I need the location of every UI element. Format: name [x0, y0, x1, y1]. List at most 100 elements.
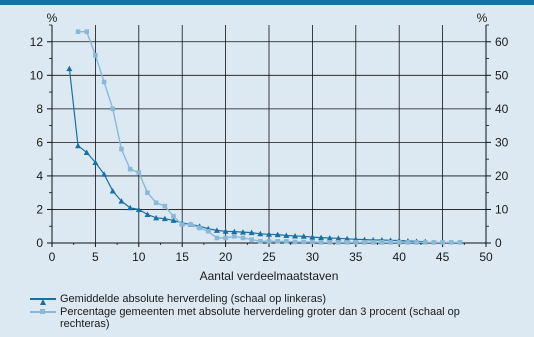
series-1-point	[101, 171, 108, 177]
series-2-point	[188, 222, 194, 227]
series-1-point	[83, 149, 90, 155]
series-1-point	[283, 232, 290, 238]
x-tick-label: 40	[393, 250, 407, 264]
series-2-point	[379, 240, 385, 245]
series-1-point	[222, 228, 229, 234]
series-1-point	[300, 233, 307, 239]
y-right-tick-label: 10	[495, 202, 509, 216]
series-2-point	[205, 228, 211, 234]
series-1-point	[92, 159, 99, 166]
y-left-tick-label: 2	[36, 202, 43, 216]
series-2-point	[422, 240, 428, 245]
y-left-tick-label: 0	[36, 236, 43, 250]
series-2-point	[457, 240, 463, 245]
series-2-point	[448, 240, 454, 245]
series-1-point	[144, 211, 151, 217]
x-tick-label: 50	[479, 250, 493, 264]
series-2-point	[353, 240, 359, 245]
series-1-point	[231, 228, 238, 235]
series-1-point	[109, 188, 116, 194]
series-1-point	[318, 234, 325, 241]
legend-item-series-2: Percentage gemeenten met absolute herver…	[30, 306, 500, 330]
series-2-point	[223, 235, 228, 241]
legend-marker-triangle-icon	[40, 296, 46, 305]
series-2-point	[344, 240, 350, 245]
x-tick-label: 30	[306, 250, 320, 264]
y-right-tick-label: 0	[495, 236, 502, 250]
series-2-point	[292, 239, 298, 245]
y-right-tick-label: 30	[495, 135, 509, 149]
series-2-point	[127, 166, 133, 172]
series-1-point	[309, 234, 316, 240]
series-1-point	[326, 234, 333, 241]
x-tick-label: 5	[92, 250, 99, 264]
series-1-point	[161, 215, 168, 222]
x-tick-label: 35	[349, 250, 363, 264]
series-2-point	[136, 170, 142, 175]
series-group	[66, 29, 463, 245]
series-2-point	[396, 240, 402, 245]
y-right-unit: %	[477, 11, 488, 25]
series-2-point	[301, 239, 307, 245]
x-axis-label: Aantal verdeelmaatstaven	[200, 269, 339, 283]
series-2-point	[171, 213, 176, 219]
series-2-point	[266, 239, 272, 244]
series-2-point	[179, 222, 185, 227]
series-2-point	[101, 79, 107, 85]
y-right-tick-label: 50	[495, 68, 509, 82]
series-2-point	[231, 233, 237, 239]
series-2-point	[110, 106, 116, 112]
series-2-point	[153, 200, 159, 206]
top-band	[0, 0, 534, 5]
series-2-point	[284, 239, 289, 244]
y-left-tick-label: 6	[36, 135, 43, 149]
tick-labels: 0 5 10 15 20 25 30 35 40 45 5002468101201020304050…	[30, 35, 509, 264]
series-1-point	[292, 232, 299, 239]
series-2-point	[145, 190, 150, 195]
series-1-point	[127, 204, 134, 211]
series-1-point	[274, 231, 281, 238]
series-2-point	[310, 239, 315, 245]
series-1-point	[153, 214, 160, 221]
series-1-point	[118, 198, 125, 204]
series-2-point	[249, 237, 254, 242]
series-2-point	[440, 240, 445, 245]
y-left-tick-label: 4	[36, 169, 43, 183]
y-right-tick-label: 60	[495, 35, 509, 49]
series-2-point	[336, 240, 341, 245]
y-left-unit: %	[47, 11, 58, 25]
series-2-point	[362, 240, 367, 245]
x-tick-label: 20	[219, 250, 233, 264]
series-1-point	[344, 235, 351, 242]
series-1-point	[213, 227, 220, 233]
y-right-tick-label: 40	[495, 102, 509, 116]
x-tick-label: 15	[176, 250, 190, 264]
series-1-point	[239, 229, 246, 235]
series-1-point	[248, 229, 255, 236]
legend-label-series-1: Gemiddelde absolute herverdeling (schaal…	[60, 293, 326, 305]
series-1-point	[75, 142, 82, 149]
series-2-point	[84, 29, 90, 35]
series-2-point	[214, 235, 220, 241]
legend: Gemiddelde absolute herverdeling (schaal…	[30, 293, 500, 330]
series-1-point	[170, 217, 177, 223]
series-2-point	[162, 203, 168, 209]
y-left-tick-label: 12	[30, 35, 44, 49]
series-2-point	[258, 239, 263, 244]
legend-item-series-1: Gemiddelde absolute herverdeling (schaal…	[30, 293, 500, 305]
series-2-point	[75, 29, 81, 35]
series-1-point	[135, 206, 142, 212]
series-1-point	[266, 231, 272, 237]
series-1-point	[257, 230, 264, 237]
series-2-point	[93, 52, 98, 58]
series-2-point	[405, 240, 411, 245]
x-tick-label: 45	[436, 250, 450, 264]
legend-label-series-2: Percentage gemeenten met absolute herver…	[60, 306, 460, 330]
x-tick-label: 0	[49, 250, 56, 264]
series-2-point	[327, 240, 333, 245]
series-2-point	[388, 240, 393, 245]
y-left-tick-label: 8	[36, 102, 43, 116]
y-left-tick-label: 10	[30, 68, 44, 82]
